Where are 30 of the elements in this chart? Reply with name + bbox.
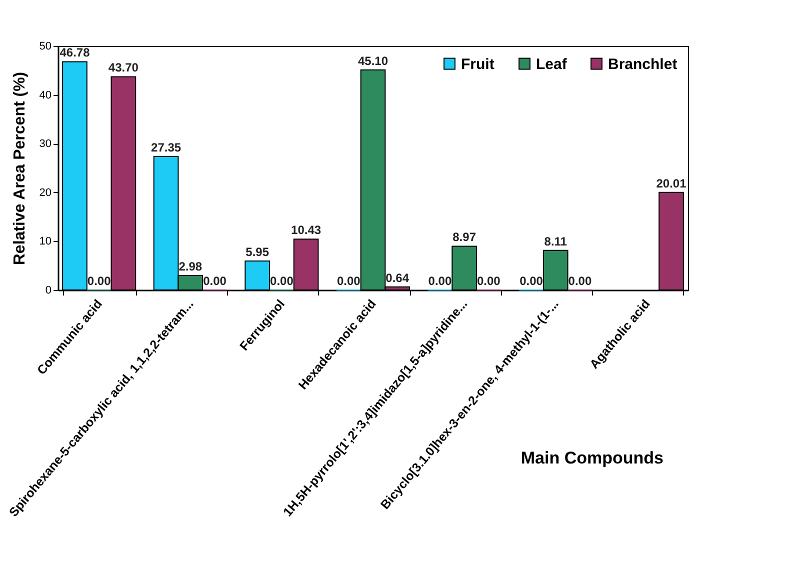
legend-label: Fruit bbox=[461, 56, 494, 73]
data-label: 0.00 bbox=[87, 274, 112, 288]
data-label: 46.78 bbox=[60, 46, 90, 60]
y-tick-label: 0 bbox=[45, 284, 52, 296]
data-label: 20.01 bbox=[656, 176, 687, 190]
data-label: 0.00 bbox=[476, 274, 501, 288]
y-tick-label: 50 bbox=[39, 40, 52, 52]
data-label: 0.00 bbox=[203, 274, 227, 288]
data-label: 5.95 bbox=[246, 244, 270, 259]
legend-label: Leaf bbox=[536, 56, 568, 73]
data-label: 0.00 bbox=[336, 274, 361, 288]
x-axis-title: Main Compounds bbox=[520, 448, 664, 468]
data-label: 10.43 bbox=[291, 223, 322, 238]
data-label: 8.97 bbox=[452, 230, 476, 244]
data-label: 0.00 bbox=[270, 274, 294, 288]
legend-label: Branchlet bbox=[608, 56, 678, 73]
data-label: 27.35 bbox=[151, 140, 182, 155]
data-label: 0.64 bbox=[386, 270, 410, 285]
y-axis-title: Relative Area Percent (%) bbox=[11, 72, 28, 266]
y-tick-label: 10 bbox=[39, 236, 52, 248]
data-label: 8.11 bbox=[544, 234, 568, 248]
y-tick-label: 20 bbox=[39, 186, 52, 199]
y-tick-label: 30 bbox=[39, 138, 52, 150]
data-label: 43.70 bbox=[108, 60, 139, 75]
data-label: 2.98 bbox=[178, 259, 202, 274]
data-label: 0.00 bbox=[428, 274, 452, 288]
data-label: 0.00 bbox=[520, 274, 544, 288]
data-label: 45.10 bbox=[358, 54, 388, 68]
y-tick-label: 40 bbox=[39, 89, 52, 102]
data-label: 0.00 bbox=[568, 274, 592, 288]
